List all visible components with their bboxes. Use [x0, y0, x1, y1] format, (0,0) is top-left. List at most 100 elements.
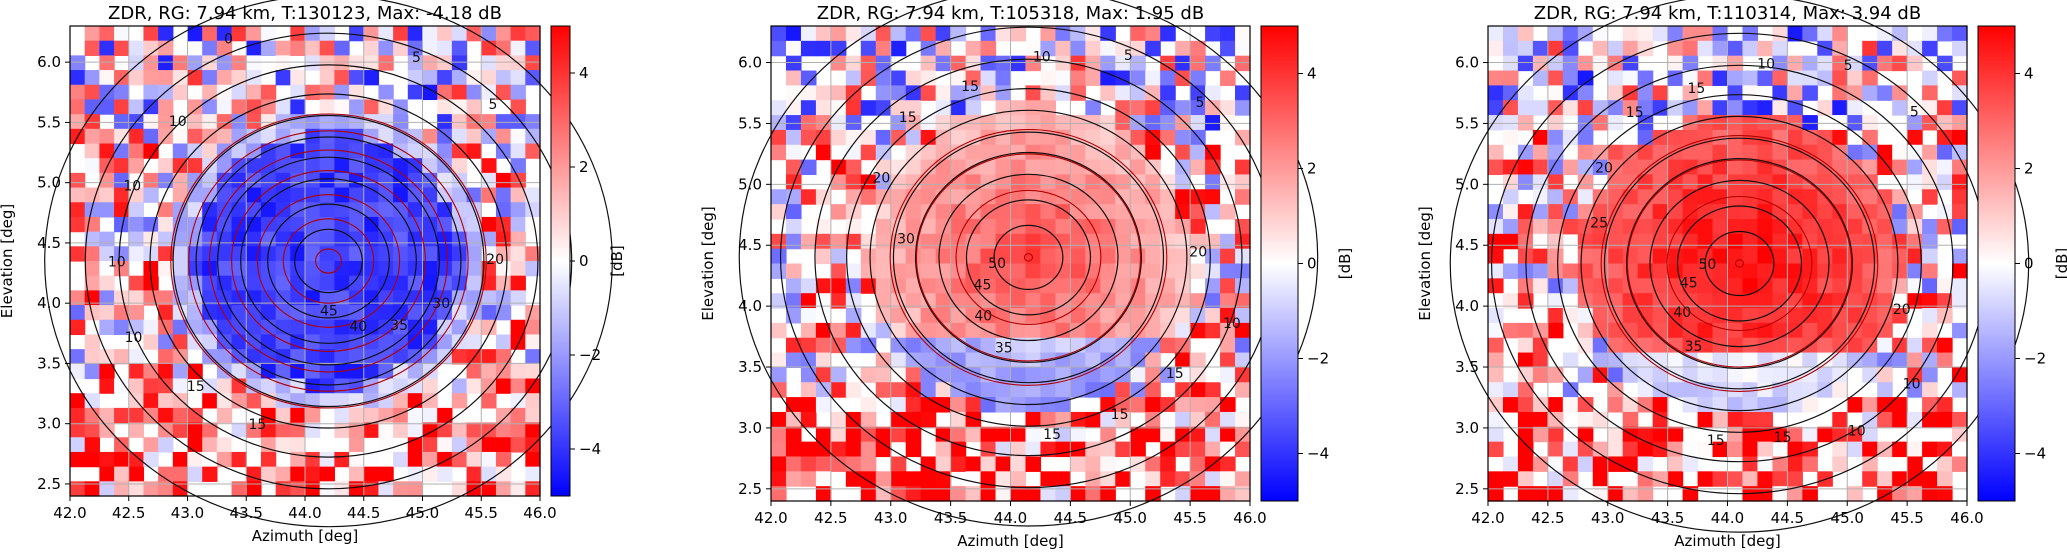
heatmap-cell — [1205, 382, 1221, 398]
heatmap-cell — [1787, 441, 1803, 458]
heatmap-cell — [1562, 441, 1579, 458]
heatmap-cell — [437, 422, 453, 438]
heatmap-cell — [1607, 337, 1624, 354]
heatmap-cell — [905, 100, 922, 116]
heatmap-cell — [407, 319, 424, 336]
heatmap-cell — [815, 456, 832, 472]
heatmap-cell — [965, 55, 982, 72]
heatmap-cell — [1532, 233, 1549, 250]
heatmap-cell — [815, 233, 832, 250]
heatmap-cell — [495, 55, 512, 71]
heatmap-cell — [800, 411, 817, 428]
heatmap-cell — [1802, 426, 1818, 443]
heatmap-cell — [260, 451, 277, 468]
heatmap-cell — [1637, 85, 1654, 101]
heatmap-cell — [1832, 382, 1848, 398]
heatmap-cell — [875, 26, 892, 42]
heatmap-cell — [1562, 397, 1579, 413]
heatmap-cell — [1847, 70, 1863, 86]
heatmap-cell — [965, 426, 982, 443]
heatmap-cell — [1025, 129, 1042, 146]
x-tick-label: 42.0 — [53, 504, 86, 522]
heatmap-cell — [231, 172, 247, 189]
heatmap-cell — [1862, 426, 1878, 443]
heatmap-cell — [1937, 115, 1953, 131]
heatmap-cell — [1190, 426, 1206, 443]
heatmap-cell — [1607, 486, 1624, 502]
heatmap-cell — [422, 393, 438, 409]
heatmap-cell — [875, 129, 892, 146]
heatmap-cell — [1787, 382, 1803, 398]
heatmap-cell — [980, 70, 997, 86]
heatmap-cell — [246, 26, 262, 42]
heatmap-cell — [845, 70, 862, 86]
heatmap-cell — [1622, 204, 1639, 220]
heatmap-cell — [1517, 159, 1534, 176]
heatmap-cell — [1235, 308, 1251, 324]
heatmap-cell — [1832, 85, 1848, 101]
x-axis: 42.0 42.5 43.0 43.5 44.0 44.5 45.0 45.5 46.0 — [1471, 501, 1984, 527]
heatmap-cell — [785, 85, 802, 101]
heatmap-cell — [1562, 129, 1579, 146]
heatmap-cell — [437, 466, 453, 482]
heatmap-cell — [860, 322, 877, 339]
heatmap-cell — [202, 466, 218, 482]
x-tick-label: 42.5 — [814, 509, 847, 527]
y-tick-label: 3.5 — [738, 358, 762, 376]
chart-title: ZDR, RG: 7.94 km, T:105318, Max: 1.95 dB — [817, 3, 1204, 24]
heatmap-cell — [1235, 441, 1251, 458]
heatmap-cell — [495, 334, 512, 350]
heatmap-cell — [1547, 204, 1564, 220]
heatmap-cell — [890, 322, 907, 339]
heatmap-cell — [1682, 218, 1699, 235]
heatmap-cell — [1922, 159, 1938, 176]
heatmap-cell — [1488, 471, 1504, 487]
heatmap-cell — [1922, 248, 1938, 265]
heatmap-cell — [1757, 70, 1774, 86]
heatmap-cell — [1175, 411, 1191, 428]
heatmap-cell — [935, 293, 952, 309]
heatmap-cell — [422, 246, 438, 262]
heatmap-cell — [965, 322, 982, 339]
heatmap-cell — [980, 159, 997, 176]
heatmap-cell — [319, 275, 335, 291]
heatmap-cell — [1727, 471, 1744, 487]
heatmap-cell — [1847, 174, 1863, 190]
heatmap-cell — [1787, 308, 1803, 324]
heatmap-cell — [965, 397, 982, 413]
contour-label: 5 — [1195, 95, 1204, 111]
heatmap-cell — [275, 99, 291, 115]
heatmap-cell — [1592, 40, 1609, 57]
heatmap-cell — [216, 261, 233, 277]
y-tick-label: 2.5 — [37, 475, 61, 493]
heatmap-cell — [158, 231, 174, 247]
heatmap-cell — [334, 128, 350, 145]
heatmap-cell — [785, 115, 802, 131]
heatmap-cell — [349, 172, 365, 189]
heatmap-cell — [920, 26, 937, 42]
heatmap-cell — [466, 143, 482, 159]
heatmap-cell — [1145, 367, 1161, 383]
heatmap-cell — [1160, 204, 1176, 220]
heatmap-cell — [1772, 218, 1788, 235]
x-axis-label: Azimuth [deg] — [252, 527, 359, 545]
heatmap-cell — [1802, 263, 1818, 279]
heatmap-cell — [920, 248, 937, 265]
contour-label: 5 — [412, 50, 421, 66]
heatmap-cell — [246, 40, 262, 56]
heatmap-cell — [1190, 382, 1206, 398]
x-tick-label: 45.0 — [406, 504, 439, 522]
heatmap-cell — [1517, 471, 1534, 487]
heatmap-cell — [378, 202, 394, 218]
heatmap-cell — [1847, 248, 1863, 265]
heatmap-cell — [920, 397, 937, 413]
heatmap-cell — [860, 397, 877, 413]
heatmap-cell — [1712, 40, 1729, 57]
heatmap-cell — [1517, 40, 1534, 57]
heatmap-cell — [1637, 204, 1654, 220]
heatmap-cell — [1787, 218, 1803, 235]
heatmap-cell — [1040, 308, 1057, 324]
heatmap-cell — [275, 216, 291, 233]
heatmap-cell — [1235, 248, 1251, 265]
